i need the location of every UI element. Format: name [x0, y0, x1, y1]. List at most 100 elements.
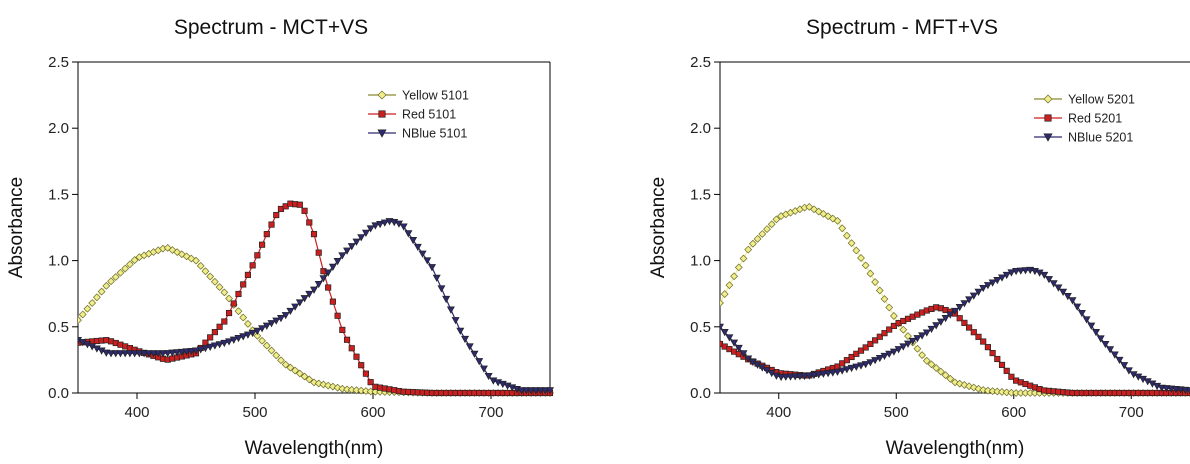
data-point — [1068, 297, 1077, 305]
data-point — [998, 361, 1006, 369]
data-point — [833, 216, 842, 225]
data-point — [300, 372, 309, 381]
data-point — [273, 211, 280, 219]
data-point — [1082, 316, 1091, 324]
data-point — [243, 331, 252, 339]
data-point — [758, 230, 767, 238]
data-point — [857, 362, 865, 370]
data-point — [210, 342, 219, 350]
data-point — [267, 320, 276, 328]
data-point — [111, 273, 120, 281]
data-point — [361, 229, 370, 237]
data-point — [828, 369, 837, 377]
data-point — [889, 348, 898, 356]
data-point — [423, 257, 432, 265]
data-point — [1021, 267, 1030, 275]
y-tick-label: 0.0 — [48, 385, 69, 402]
data-point — [220, 288, 229, 297]
data-point — [268, 221, 275, 228]
y-tick-label: 2.0 — [48, 120, 69, 137]
data-point — [404, 230, 413, 238]
data-point — [116, 350, 125, 358]
data-point — [267, 346, 276, 355]
data-point — [927, 360, 936, 369]
data-point — [819, 209, 828, 218]
legend-marker — [1043, 133, 1053, 142]
data-point — [984, 386, 992, 395]
y-tick-label: 1.0 — [690, 253, 711, 270]
data-point — [352, 238, 361, 246]
data-point — [880, 295, 889, 303]
data-point — [182, 348, 191, 356]
data-point — [1120, 362, 1129, 370]
data-point — [838, 367, 847, 375]
data-point — [795, 373, 804, 381]
legend-label: NBlue 5201 — [1068, 131, 1133, 145]
data-point — [922, 329, 931, 337]
data-point — [1115, 356, 1124, 365]
y-tick-label: 2.5 — [48, 54, 69, 71]
data-point — [258, 336, 266, 345]
data-point — [946, 374, 955, 383]
data-point — [918, 332, 927, 340]
data-point — [767, 220, 776, 229]
data-point — [315, 249, 322, 256]
data-point — [126, 260, 134, 269]
data-point — [853, 350, 860, 357]
data-point — [531, 387, 540, 395]
data-point — [975, 333, 982, 340]
data-point — [207, 334, 214, 341]
data-point — [842, 366, 851, 374]
data-point — [253, 331, 262, 340]
data-point — [339, 326, 346, 333]
data-point — [833, 368, 842, 376]
data-point — [78, 310, 87, 319]
legend-marker — [1044, 114, 1052, 122]
legend-item: Red 5101 — [368, 108, 456, 122]
data-point — [1008, 373, 1015, 380]
data-point — [937, 367, 945, 376]
data-point — [970, 329, 977, 336]
data-point — [301, 207, 308, 214]
data-point — [325, 284, 332, 291]
data-point — [130, 256, 139, 264]
data-point — [201, 267, 210, 276]
data-point — [182, 252, 191, 261]
series-nblue-5101 — [78, 218, 554, 395]
data-point — [725, 334, 734, 342]
data-point — [239, 333, 248, 341]
data-point — [262, 341, 271, 350]
data-point — [196, 346, 205, 354]
data-point — [107, 350, 116, 358]
data-point — [244, 319, 252, 328]
data-point — [1110, 351, 1119, 359]
x-tick-label: 500 — [242, 404, 267, 421]
data-point — [409, 237, 418, 245]
data-point — [216, 323, 223, 330]
data-point — [847, 364, 856, 373]
data-point — [353, 353, 360, 360]
data-point — [121, 350, 130, 358]
x-tick-label: 700 — [1119, 404, 1144, 421]
data-point — [838, 224, 847, 233]
data-point — [739, 254, 748, 263]
legend-label: Yellow 5201 — [1068, 93, 1135, 107]
data-point — [955, 304, 964, 312]
data-point — [777, 373, 786, 382]
data-point — [442, 295, 451, 304]
data-point — [857, 254, 865, 262]
data-point — [348, 345, 355, 352]
data-point — [305, 375, 314, 384]
data-point — [852, 363, 861, 371]
data-point — [861, 361, 870, 369]
data-point — [461, 335, 470, 344]
data-point — [215, 341, 224, 349]
data-point — [343, 247, 352, 255]
data-point — [1012, 267, 1021, 276]
data-point — [154, 350, 163, 358]
legend-label: Yellow 5101 — [402, 89, 469, 103]
data-point — [418, 250, 427, 258]
data-point — [456, 327, 465, 335]
data-point — [140, 350, 149, 358]
data-point — [362, 370, 369, 377]
